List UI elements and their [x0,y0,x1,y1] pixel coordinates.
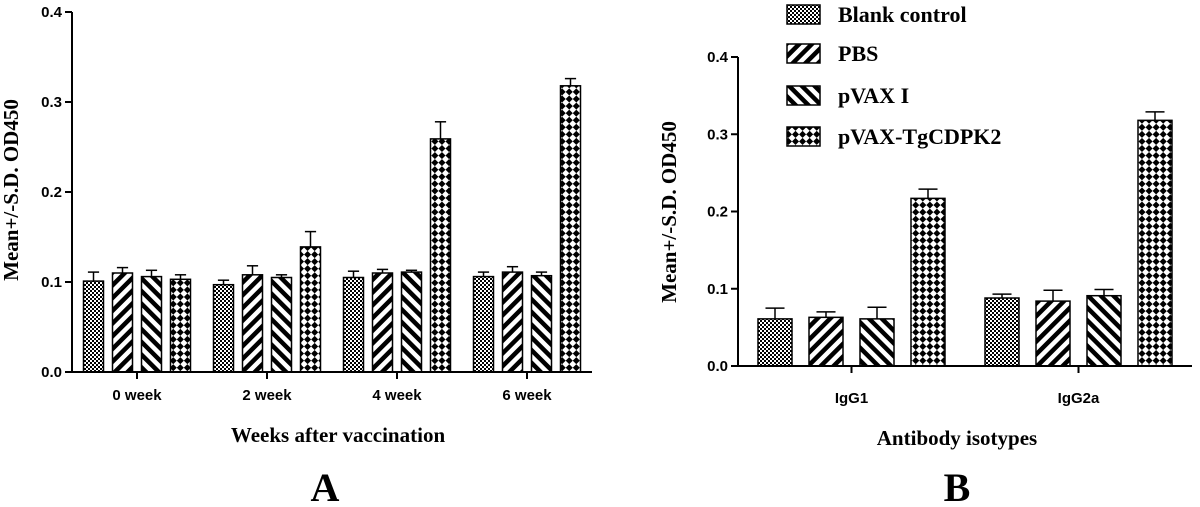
panel-a-bar-pvax-tgcdpk2-2-week [299,246,322,373]
panel-b-bar-pbs-igg2a [1035,300,1071,367]
panel-b-y-tick-label: 0.4 [707,49,729,66]
panel-a-bar-pbs-2-week [241,274,264,373]
panel-b-bar-pvax-tgcdpk2-igg2a [1137,119,1173,367]
panel-a-bar-blank-control-0-week [82,280,105,373]
panel-b-bar-pvax-i-igg1 [859,318,895,367]
panel-a-y-axis-label: Mean+/-S.D. OD450 [0,99,23,281]
legend-label-pvax-i: pVAX I [838,83,909,108]
panel-b-bar-blank-control-igg1 [757,318,793,367]
panel-b-letter: B [944,465,971,507]
panel-b-y-tick-label: 0.1 [707,281,728,298]
panel-a-bar-blank-control-6-week [472,275,495,373]
panel-b-x-tick-label: IgG2a [1058,390,1100,407]
panel-a-x-axis-label: Weeks after vaccination [231,423,446,447]
legend-swatch-pbs [786,43,821,64]
panel-a-y-tick-label: 0.2 [41,184,62,201]
panel-a-bar-pvax-tgcdpk2-0-week [169,278,192,373]
panel-a-x-tick-label: 4 week [372,387,422,404]
legend-swatch-pvax-i [786,85,821,106]
panel-a-letter: A [311,465,340,507]
panel-a-bar-pbs-6-week [501,271,524,373]
panel-b-y-tick-label: 0.2 [707,204,728,221]
legend-swatch-pvax-tgcdpk2 [786,126,821,147]
panel-b-bar-pvax-tgcdpk2-igg1 [910,197,946,367]
panel-a-x-tick-label: 2 week [242,387,292,404]
panel-a-bar-pvax-i-0-week [140,275,163,373]
panel-a-y-tick-label: 0.1 [41,274,62,291]
panel-a-y-tick-label: 0.0 [41,364,62,381]
legend-swatch-blank-control [786,4,821,25]
panel-a-bar-blank-control-2-week [212,283,235,373]
panel-a-bar-pvax-tgcdpk2-4-week [429,138,452,373]
panel-a-bar-pvax-tgcdpk2-6-week [559,85,582,373]
legend: Blank control PBS pVAX I pVAX-TgCDPK2 [786,2,1001,149]
panel-b: Mean+/-S.D. OD450 Antibody isotypes B 0.… [657,49,1192,507]
panel-b-bar-blank-control-igg2a [984,297,1020,367]
panel-b-x-axis-label: Antibody isotypes [877,426,1037,450]
legend-label-blank-control: Blank control [838,2,967,27]
legend-label-pbs: PBS [838,41,878,66]
panel-b-y-tick-label: 0.0 [707,358,728,375]
panel-b-y-tick-label: 0.3 [707,126,728,143]
panel-a-y-tick-label: 0.4 [41,4,63,21]
panel-a-bar-pvax-i-4-week [400,271,423,373]
panel-b-bar-pbs-igg1 [808,316,844,367]
panel-b-y-axis-label: Mean+/-S.D. OD450 [657,121,681,303]
legend-label-pvax-tgcdpk2: pVAX-TgCDPK2 [838,124,1001,149]
panel-b-bar-pvax-i-igg2a [1086,294,1122,367]
panel-a-bar-blank-control-4-week [342,276,365,373]
panel-a-x-tick-label: 0 week [112,387,162,404]
panel-a: Mean+/-S.D. OD450 Weeks after vaccinatio… [0,4,592,507]
panel-a-x-tick-label: 6 week [502,387,552,404]
panel-b-x-tick-label: IgG1 [835,390,868,407]
panel-a-bar-pvax-i-6-week [530,274,553,373]
panel-a-y-tick-label: 0.3 [41,94,62,111]
panel-a-bar-pvax-i-2-week [270,276,293,373]
panel-a-bar-pbs-0-week [111,272,134,373]
panel-a-bar-pbs-4-week [371,272,394,373]
